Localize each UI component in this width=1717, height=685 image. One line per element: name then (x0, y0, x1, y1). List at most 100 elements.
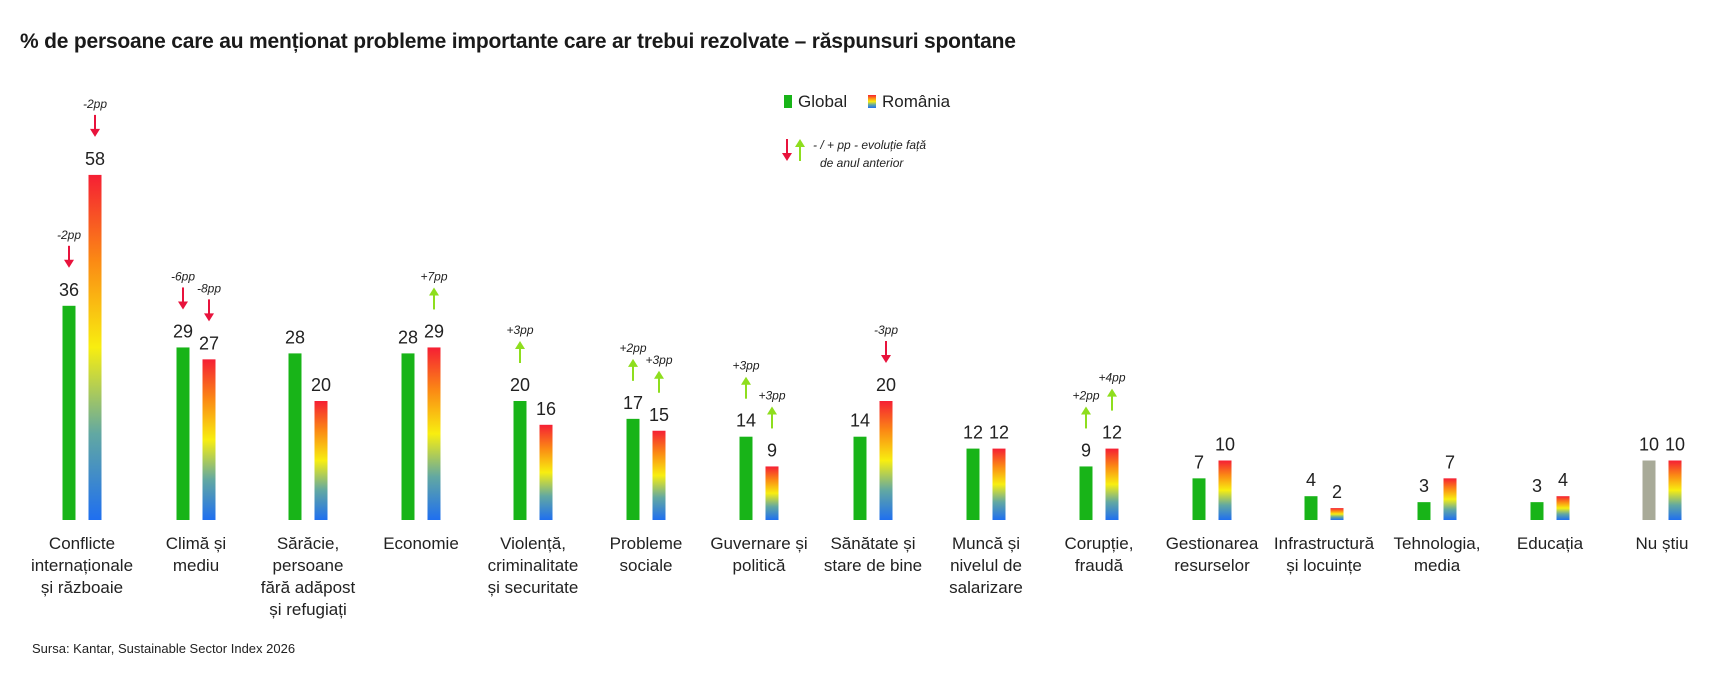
category-label: Sănătate și stare de bine (824, 534, 922, 575)
romania-value-label: 12 (1102, 423, 1122, 443)
global-value-label: 28 (398, 327, 418, 347)
category-group: 7 10 Gestionarea resurselor (1166, 435, 1259, 576)
romania-change-arrow (90, 114, 100, 137)
category-group: 14 20 -3pp Sănătate și stare de bine (824, 323, 922, 575)
legend-label-romania: România (882, 92, 951, 111)
romania-bar (88, 174, 102, 520)
romania-value-label: 16 (536, 399, 556, 419)
romania-bar (427, 347, 441, 520)
global-value-label: 28 (285, 327, 305, 347)
category-label: Violență, criminalitate și securitate (488, 534, 579, 597)
legend-arrow-down-icon (782, 139, 792, 161)
global-change-label: +2pp (619, 341, 646, 355)
global-value-label: 3 (1532, 476, 1542, 496)
romania-change-label: -8pp (197, 281, 221, 295)
global-bar (1079, 466, 1093, 520)
category-label: Corupție, fraudă (1065, 534, 1134, 575)
romania-change-label: -2pp (83, 97, 107, 111)
category-label: Gestionarea resurselor (1166, 534, 1259, 575)
global-value-label: 4 (1306, 470, 1316, 490)
category-group: 29 -6pp 27 -8pp Climă și mediu (166, 269, 226, 575)
romania-change-label: +3pp (758, 388, 785, 402)
global-change-arrow (741, 376, 751, 399)
category-label: Conflicte internaționale și războaie (31, 534, 133, 597)
romania-value-label: 29 (424, 321, 444, 341)
category-group: 28 29 +7pp Economie (383, 269, 459, 553)
romania-change-label: -3pp (874, 323, 898, 337)
category-label: Nu știu (1636, 534, 1689, 553)
romania-value-label: 20 (876, 375, 896, 395)
global-value-label: 7 (1194, 452, 1204, 472)
romania-bar (539, 424, 553, 520)
global-change-arrow (1081, 406, 1091, 429)
romania-bar (1556, 496, 1570, 520)
global-value-label: 9 (1081, 440, 1091, 460)
global-bar (1304, 496, 1318, 520)
category-label: Infrastructură și locuințe (1274, 534, 1375, 575)
bars-group: 36 -2pp 58 -2pp Conflicte internaționale și ră… (31, 97, 1689, 619)
romania-change-arrow (204, 299, 214, 322)
global-value-label: 36 (59, 280, 79, 300)
global-bar (1642, 460, 1656, 520)
category-group: 28 20 Sărăcie, persoane fără adăpost și refug… (261, 327, 356, 619)
global-value-label: 12 (963, 423, 983, 443)
romania-value-label: 12 (989, 423, 1009, 443)
romania-change-arrow (654, 370, 664, 393)
romania-change-label: +4pp (1098, 371, 1125, 385)
romania-bar (992, 448, 1006, 520)
category-label: Muncă și nivelul de salarizare (949, 534, 1023, 597)
category-label: Guvernare și politică (710, 534, 807, 575)
global-value-label: 3 (1419, 476, 1429, 496)
global-bar (853, 436, 867, 520)
category-group: 10 10 Nu știu (1636, 435, 1689, 554)
global-change-arrow (515, 341, 525, 363)
global-value-label: 17 (623, 393, 643, 413)
romania-bar (652, 430, 666, 520)
category-group: 9 +2pp 12 +4pp Corupție, fraudă (1065, 371, 1134, 575)
romania-value-label: 10 (1665, 435, 1685, 455)
romania-value-label: 7 (1445, 452, 1455, 472)
romania-change-label: +3pp (645, 353, 672, 367)
category-group: 3 4 Educația (1517, 470, 1584, 553)
romania-bar (1330, 508, 1344, 520)
global-change-label: +3pp (506, 323, 533, 337)
romania-value-label: 9 (767, 440, 777, 460)
romania-bar (1668, 460, 1682, 520)
global-bar (626, 418, 640, 520)
category-group: 20 +3pp 16 Violență, criminalitate și securit… (488, 323, 579, 597)
category-label: Economie (383, 534, 459, 553)
legend-up-arrow (795, 139, 805, 161)
global-bar (739, 436, 753, 520)
global-change-arrow (628, 358, 638, 381)
global-bar (288, 353, 302, 520)
romania-value-label: 4 (1558, 470, 1568, 490)
category-group: 12 12 Muncă și nivelul de salarizare (949, 423, 1023, 597)
romania-bar (202, 359, 216, 520)
global-change-label: -6pp (171, 269, 195, 283)
global-bar (1192, 478, 1206, 520)
romania-change-arrow (1107, 388, 1117, 411)
source-note: Sursa: Kantar, Sustainable Sector Index … (32, 641, 296, 656)
global-change-label: +3pp (732, 359, 759, 373)
romania-value-label: 58 (85, 149, 105, 169)
legend-swatch-global (784, 95, 792, 108)
global-bar (513, 401, 527, 520)
romania-value-label: 27 (199, 333, 219, 353)
romania-value-label: 15 (649, 405, 669, 425)
global-change-label: +2pp (1072, 388, 1099, 402)
romania-bar (1443, 478, 1457, 520)
global-bar (62, 305, 76, 520)
romania-value-label: 10 (1215, 435, 1235, 455)
romania-change-arrow (429, 287, 439, 310)
global-value-label: 10 (1639, 435, 1659, 455)
global-bar (1417, 502, 1431, 520)
global-bar (176, 347, 190, 520)
global-value-label: 20 (510, 375, 530, 395)
global-bar (966, 448, 980, 520)
legend-down-arrow (782, 139, 792, 161)
legend-note-line2: de anul anterior (820, 156, 904, 170)
category-label: Probleme sociale (610, 534, 683, 575)
category-group: 36 -2pp 58 -2pp Conflicte internaționale și ră… (31, 97, 133, 597)
romania-value-label: 2 (1332, 482, 1342, 502)
